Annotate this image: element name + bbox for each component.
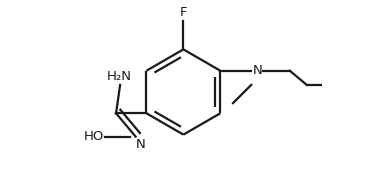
Text: H₂N: H₂N <box>107 70 131 83</box>
Text: N: N <box>253 64 262 77</box>
Text: N: N <box>136 138 146 151</box>
Text: HO: HO <box>84 130 104 143</box>
Text: F: F <box>180 6 187 20</box>
